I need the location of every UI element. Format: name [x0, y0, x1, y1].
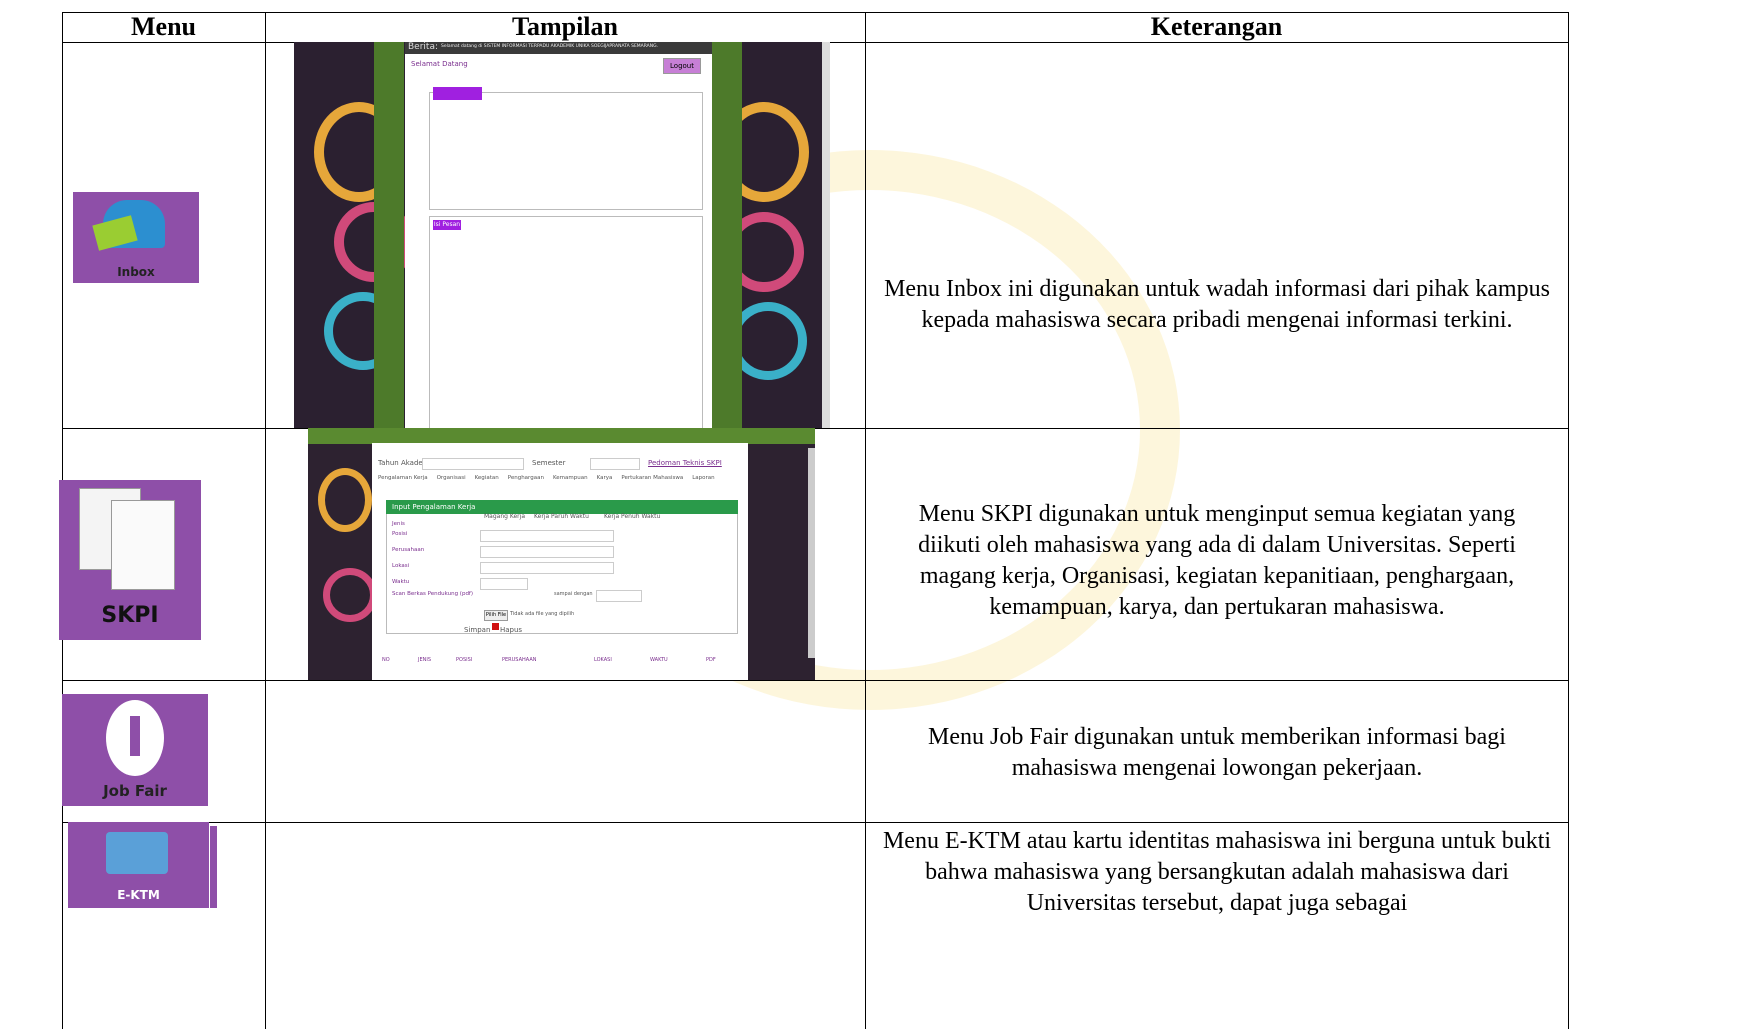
column-header: PERUSAHAAN: [502, 657, 537, 663]
radio-option[interactable]: Kerja Paruh Waktu: [534, 513, 589, 520]
icon-label: E-KTM: [117, 888, 160, 902]
greeting: Selamat Datang: [411, 60, 468, 68]
card-graphic: [106, 832, 168, 874]
until-label: sampai dengan: [554, 591, 593, 597]
tab[interactable]: Kemampuan: [552, 475, 588, 481]
date-field[interactable]: [596, 590, 642, 602]
tab[interactable]: Organisasi: [436, 475, 466, 481]
semester-label: Semester: [532, 459, 566, 467]
tab[interactable]: Laporan: [692, 475, 715, 481]
tab[interactable]: Pertukaran Mahasiswa: [621, 475, 684, 481]
year-label: Tahun Akademik: [378, 459, 436, 467]
logout-button[interactable]: Logout: [663, 58, 701, 74]
file-button[interactable]: Pilih File: [484, 610, 508, 621]
news-text: Selamat datang di SISTEM INFORMASI TERPA…: [441, 44, 659, 49]
ektm-icon: E-KTM: [68, 822, 209, 908]
inbox-box: [429, 92, 703, 210]
column-header: PDF: [706, 657, 716, 663]
field-label: Scan Berkas Pendukung (pdf): [392, 591, 474, 597]
grass: [374, 42, 404, 428]
message-tab: Isi Pesan: [433, 220, 461, 230]
scrollbar: [822, 42, 830, 428]
news-label: Berita:: [408, 42, 438, 52]
input-field[interactable]: [480, 578, 528, 590]
description: Menu Job Fair digunakan untuk memberikan…: [928, 724, 1506, 781]
description: Menu E-KTM atau kartu identitas mahasisw…: [882, 828, 1552, 916]
grass: [712, 42, 742, 428]
year-select[interactable]: [422, 458, 524, 470]
column-header: NO: [382, 657, 390, 663]
inbox-icon: Inbox: [73, 192, 199, 283]
icon-label: SKPI: [101, 603, 159, 628]
row-border: [62, 428, 1569, 429]
tie-graphic: [130, 716, 140, 756]
row-border: [62, 680, 1569, 681]
inbox-tab: [433, 87, 482, 100]
column-border: [865, 12, 866, 1029]
scrollbar: [808, 448, 815, 658]
radio-option[interactable]: Magang Kerja: [484, 513, 525, 520]
field-label: Posisi: [392, 531, 408, 537]
tab[interactable]: Penghargaan: [507, 475, 544, 481]
row-border: [62, 822, 1569, 823]
file-status: Tidak ada file yang dipilih: [510, 611, 575, 617]
header-cell: Tampilan: [512, 12, 618, 41]
delete-button[interactable]: Hapus: [500, 626, 523, 634]
description: Menu Inbox ini digunakan untuk wadah inf…: [884, 276, 1550, 333]
header-cell: Menu: [131, 12, 196, 41]
inbox-screenshot: Berita: Selamat datang di SISTEM INFORMA…: [294, 42, 830, 428]
tab[interactable]: Kegiatan: [474, 475, 499, 481]
job-fair-icon: Job Fair: [62, 694, 208, 806]
content-panel: Selamat Datang Logout Isi Pesan: [405, 54, 712, 428]
icon-label: Job Fair: [103, 782, 167, 800]
column-border: [265, 12, 266, 1029]
icon-strip: [210, 826, 217, 908]
column-header: JENIS: [418, 657, 432, 663]
header-cell: Keterangan: [1150, 12, 1283, 41]
field-label: Perusahaan: [392, 547, 425, 553]
column-header: WAKTU: [650, 657, 668, 663]
column-header: LOKASI: [594, 657, 612, 663]
document-graphic: [111, 500, 175, 590]
field-label: Jenis: [392, 521, 405, 527]
tab-bar: Pengalaman Kerja Organisasi Kegiatan Pengha…: [378, 475, 744, 487]
radio-option[interactable]: Kerja Penuh Waktu: [604, 513, 661, 520]
skpi-screenshot: Tahun Akademik Semester Pedoman Teknis S…: [308, 428, 815, 680]
form-title: Input Pengalaman Kerja: [386, 500, 738, 514]
message-box: [429, 216, 703, 428]
tab[interactable]: Karya: [596, 475, 613, 481]
skpi-icon: SKPI: [59, 480, 201, 640]
tab[interactable]: Pengalaman Kerja: [378, 475, 428, 481]
guide-link[interactable]: Pedoman Teknis SKPI: [648, 459, 722, 467]
form-panel: Tahun Akademik Semester Pedoman Teknis S…: [372, 443, 748, 680]
icon-label: Inbox: [117, 265, 155, 279]
semester-select[interactable]: [590, 458, 640, 470]
column-border: [1568, 12, 1569, 1029]
description: Menu SKPI digunakan untuk menginput semu…: [918, 501, 1516, 620]
column-header: POSISI: [456, 657, 473, 663]
row-border: [62, 12, 1569, 13]
input-field[interactable]: [480, 546, 614, 558]
field-label: Waktu: [392, 579, 410, 585]
decoration: [318, 468, 372, 532]
field-label: Lokasi: [392, 563, 410, 569]
save-button[interactable]: Simpan: [464, 626, 491, 634]
input-field[interactable]: [480, 562, 614, 574]
input-field[interactable]: [480, 530, 614, 542]
delete-mark: [492, 623, 499, 630]
decoration: [323, 568, 377, 622]
grass: [308, 428, 815, 444]
news-bar: Berita: Selamat datang di SISTEM INFORMA…: [405, 42, 712, 54]
